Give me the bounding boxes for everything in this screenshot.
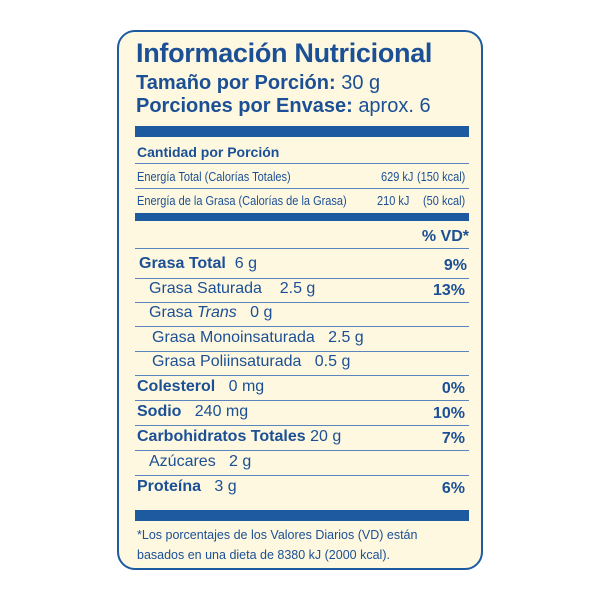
amount-per-serving: Cantidad por Porción [137, 144, 280, 160]
nutrient-amount: 0.5 g [314, 353, 351, 370]
energy-total-label: Energía Total (Calorías Totales) [137, 170, 291, 184]
divider [135, 375, 469, 376]
energy-fat-label: Energía de la Grasa (Calorías de la Gras… [137, 194, 347, 208]
nutrient-amount: 2 g [229, 453, 252, 470]
nutrient-name: Azúcares [149, 453, 216, 470]
nutrient-amount: 0 g [250, 304, 273, 321]
serving-size-label: Tamaño por Porción: [136, 72, 336, 94]
nutrient-row-total-fat: Grasa Total 6 g 9% [139, 255, 469, 274]
nutrient-amount: 20 g [310, 428, 342, 445]
nutrient-name: Proteína [137, 478, 202, 495]
nutrient-row-cholesterol: Colesterol 0 mg 0% [137, 378, 467, 397]
divider [135, 400, 469, 401]
nutrient-dv: 0% [441, 380, 465, 397]
nutrient-amount: 2.5 g [328, 329, 364, 346]
nutrient-dv: 6% [441, 480, 465, 497]
divider [135, 475, 469, 476]
energy-fat-kcal: (50 kcal) [423, 194, 466, 208]
footnote-line-2: basados en una dieta de 8380 kJ (2000 kc… [137, 548, 390, 562]
nutrient-row-monounsaturated-fat: Grasa Monoinsaturada 2.5 g [152, 329, 482, 347]
nutrient-row-total-carbohydrates: Carbohidratos Totales 20 g 7% [137, 428, 467, 447]
divider [135, 163, 469, 164]
serving-size-value: 30 g [341, 72, 381, 94]
nutrient-row-trans-fat: Grasa Trans 0 g [149, 304, 479, 322]
nutrient-amount: 3 g [214, 478, 237, 495]
divider [135, 351, 469, 352]
nutrient-amount: 0 mg [228, 378, 265, 395]
nutrient-row-saturated-fat: Grasa Saturada 2.5 g 13% [149, 280, 467, 299]
nutrient-row-sugars: Azúcares 2 g [149, 453, 479, 471]
divider [135, 450, 469, 451]
divider [135, 188, 469, 189]
servings-per-container: Porciones por Envase: aprox. 6 [136, 95, 431, 118]
divider [135, 326, 469, 327]
servings-label: Porciones por Envase: [136, 95, 353, 117]
nutrient-dv: 13% [432, 282, 465, 299]
servings-value: aprox. 6 [358, 95, 431, 117]
thick-divider [135, 213, 469, 221]
nutrient-name: Grasa Monoinsaturada [152, 329, 315, 346]
energy-total-kcal: (150 kcal) [417, 170, 466, 184]
energy-total-kj: 629 kJ [381, 170, 414, 184]
nutrient-dv: 10% [432, 405, 465, 422]
thick-divider [135, 510, 469, 521]
nutrient-name-italic: Trans [197, 304, 237, 321]
nutrient-amount: 6 g [234, 255, 257, 272]
nutrient-row-protein: Proteína 3 g 6% [137, 478, 467, 497]
nutrient-amount: 2.5 g [279, 280, 316, 297]
nutrient-row-sodium: Sodio 240 mg 10% [137, 403, 467, 422]
nutrient-amount: 240 mg [194, 403, 249, 420]
serving-size: Tamaño por Porción: 30 g [136, 72, 380, 95]
nutrient-name: Grasa [149, 304, 193, 321]
nutrient-row-polyunsaturated-fat: Grasa Poliinsaturada 0.5 g [152, 353, 482, 371]
nutrient-dv: 9% [443, 257, 467, 274]
label-title: Información Nutricional [136, 38, 433, 68]
nutrient-name: Grasa Total [139, 255, 226, 272]
divider [135, 425, 469, 426]
nutrient-name: Grasa Saturada [149, 280, 262, 297]
nutrient-name: Colesterol [137, 378, 216, 395]
nutrient-name: Sodio [137, 403, 182, 420]
energy-fat-kj: 210 kJ [377, 194, 410, 208]
divider [135, 248, 469, 249]
dv-header: % VD* [421, 228, 469, 245]
divider [135, 302, 469, 303]
nutrient-name: Carbohidratos Totales [137, 428, 306, 445]
divider [135, 278, 469, 279]
nutrient-name: Grasa Poliinsaturada [152, 353, 302, 370]
nutrient-dv: 7% [441, 430, 465, 447]
nutrition-facts-label: Información Nutricional Tamaño por Porci… [117, 30, 483, 570]
footnote-line-1: *Los porcentajes de los Valores Diarios … [137, 528, 418, 542]
thick-divider [135, 126, 469, 137]
